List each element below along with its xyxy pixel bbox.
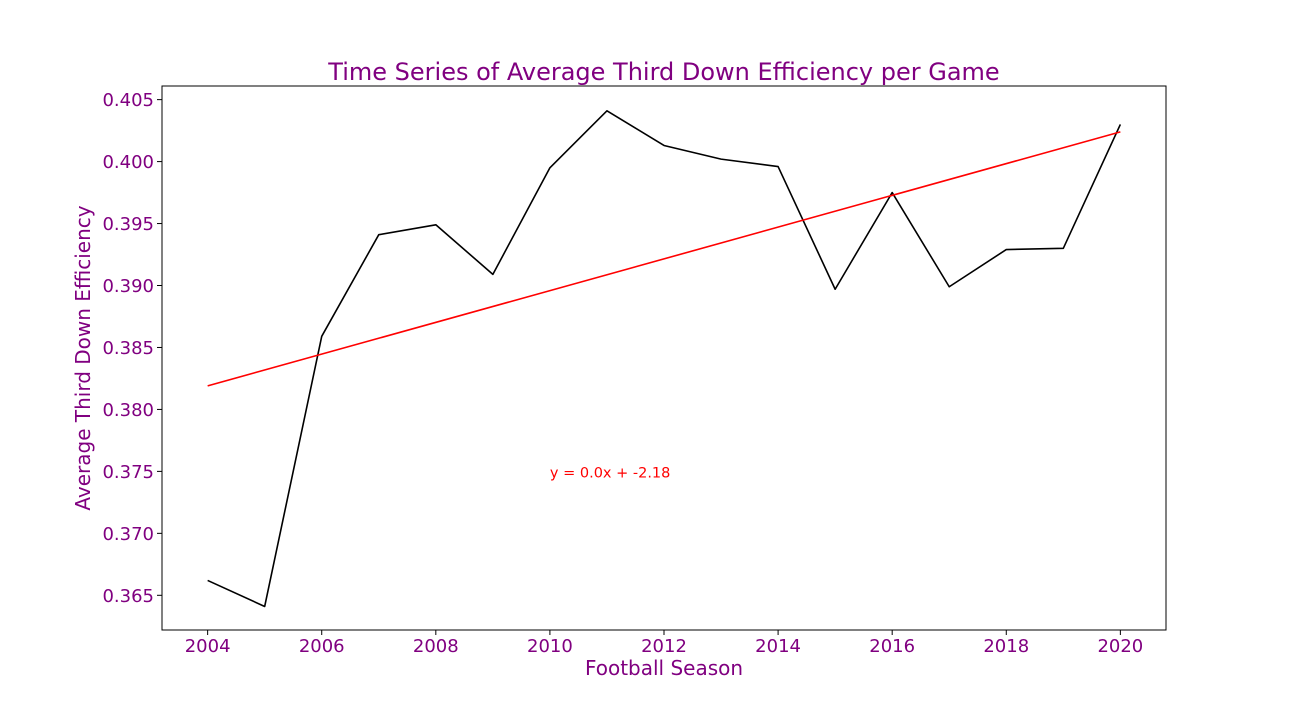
x-tick-label: 2018 [983, 636, 1029, 657]
y-tick-label: 0.380 [102, 400, 154, 421]
y-tick-label: 0.395 [102, 214, 154, 235]
x-tick-label: 2012 [641, 636, 687, 657]
x-tick-label: 2004 [185, 636, 231, 657]
y-tick-label: 0.385 [102, 338, 154, 359]
efficiency-series-line [207, 109, 1122, 608]
x-tick-label: 2006 [299, 636, 345, 657]
x-tick-label: 2020 [1097, 636, 1143, 657]
chart-title: Time Series of Average Third Down Effici… [327, 58, 999, 86]
plot-frame [161, 85, 1167, 631]
y-tick-label: 0.405 [102, 90, 154, 111]
trend-line [207, 131, 1121, 387]
plot-area: y = 0.0x + -2.18 2004 2006 2008 2010 2012 2014… [102, 85, 1167, 657]
y-tick-label: 0.390 [102, 276, 154, 297]
y-axis-label: Average Third Down Efficiency [71, 205, 95, 510]
x-tick-label: 2016 [869, 636, 915, 657]
x-tick-label: 2008 [413, 636, 459, 657]
x-tick-label: 2010 [527, 636, 573, 657]
y-tick-label: 0.370 [102, 524, 154, 545]
x-tick-label: 2014 [755, 636, 801, 657]
trend-equation-annotation: y = 0.0x + -2.18 [550, 465, 670, 481]
y-tick-label: 0.365 [102, 586, 154, 607]
y-tick-label: 0.400 [102, 152, 154, 173]
x-axis-label: Football Season [585, 656, 743, 680]
y-tick-label: 0.375 [102, 462, 154, 483]
